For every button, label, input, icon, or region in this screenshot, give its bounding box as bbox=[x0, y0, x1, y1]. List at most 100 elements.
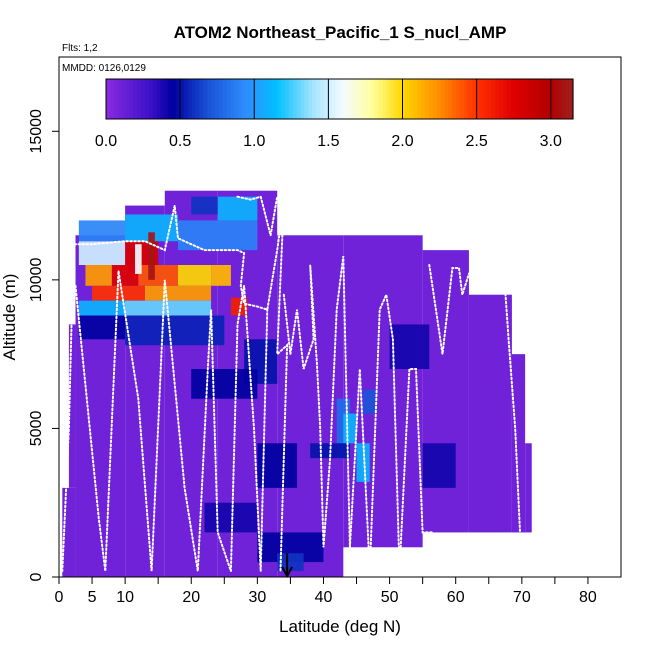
colorbar-swatch bbox=[168, 79, 173, 119]
flight-track-segment bbox=[74, 270, 269, 572]
y-axis-title: Altitude (m) bbox=[0, 274, 19, 361]
colorbar-swatch bbox=[374, 79, 380, 119]
colorbar-swatch bbox=[382, 79, 387, 119]
colorbar-swatch bbox=[467, 79, 473, 119]
y-tick-label: 0 bbox=[28, 572, 45, 581]
heatmap-cell bbox=[277, 553, 304, 572]
colorbar-swatch bbox=[421, 79, 426, 119]
colorbar-swatch bbox=[253, 79, 259, 119]
colorbar-swatch bbox=[300, 79, 306, 119]
colorbar-swatch bbox=[106, 79, 111, 119]
heatmap-cell bbox=[422, 443, 456, 488]
heatmap-cell bbox=[178, 265, 212, 286]
colorbar-swatch bbox=[133, 79, 138, 119]
colorbar-tick-label: 2.0 bbox=[391, 133, 413, 150]
colorbar-swatch bbox=[144, 79, 150, 119]
colorbar-swatch bbox=[534, 79, 539, 119]
colorbar-swatch bbox=[156, 79, 162, 119]
heatmap-cell bbox=[78, 300, 126, 316]
x-tick-label: 20 bbox=[182, 589, 200, 606]
x-tick-label: 5 bbox=[88, 589, 97, 606]
colorbar-swatch bbox=[510, 79, 516, 119]
colorbar-swatch bbox=[234, 79, 239, 119]
x-tick-label: 40 bbox=[315, 589, 333, 606]
heatmap-base-cell bbox=[68, 324, 76, 488]
colorbar-swatch bbox=[530, 79, 535, 119]
colorbar-swatch bbox=[207, 79, 212, 119]
colorbar-swatch bbox=[526, 79, 531, 119]
colorbar-tick-label: 0.0 bbox=[95, 133, 117, 150]
colorbar-swatch bbox=[425, 79, 430, 119]
colorbar-swatch bbox=[514, 79, 520, 119]
heatmap-cell bbox=[78, 315, 126, 340]
x-tick-label: 30 bbox=[248, 589, 266, 606]
colorbar-swatch bbox=[479, 79, 485, 119]
heatmap-cell bbox=[111, 265, 139, 286]
colorbar-swatch bbox=[397, 79, 403, 119]
heatmap-cell bbox=[148, 232, 155, 280]
flight-track-segment bbox=[236, 195, 279, 236]
colorbar-swatch bbox=[370, 79, 376, 119]
colorbar-swatch bbox=[277, 79, 282, 119]
colorbar-swatch bbox=[238, 79, 243, 119]
colorbar-swatch bbox=[125, 79, 130, 119]
colorbar-swatch bbox=[362, 79, 368, 119]
colorbar-swatch bbox=[390, 79, 395, 119]
flights-note: Flts: 1,2 bbox=[62, 43, 98, 54]
colorbar-swatch bbox=[183, 79, 189, 119]
colorbar-swatch bbox=[440, 79, 446, 119]
chart-title: ATOM2 Northeast_Pacific_1 S_nucl_AMP bbox=[174, 23, 507, 42]
colorbar-swatch bbox=[148, 79, 154, 119]
colorbar-swatch bbox=[292, 79, 298, 119]
heatmap-cell bbox=[191, 369, 258, 399]
colorbar-swatch bbox=[296, 79, 302, 119]
colorbar-swatch bbox=[549, 79, 555, 119]
colorbar-swatch bbox=[569, 79, 574, 119]
colorbar-swatch bbox=[355, 79, 360, 119]
colorbar-swatch bbox=[113, 79, 119, 119]
colorbar-swatch bbox=[323, 79, 329, 119]
colorbar-swatch bbox=[386, 79, 391, 119]
x-tick-label: 70 bbox=[513, 589, 531, 606]
colorbar-tick-label: 1.0 bbox=[243, 133, 265, 150]
colorbar-swatch bbox=[495, 79, 500, 119]
colorbar-swatch bbox=[432, 79, 438, 119]
colorbar-swatch bbox=[464, 79, 469, 119]
heatmap-cell bbox=[211, 265, 231, 286]
colorbar-swatch bbox=[487, 79, 492, 119]
colorbar-swatch bbox=[506, 79, 512, 119]
heatmap-base-cell bbox=[468, 294, 512, 533]
flight-track bbox=[61, 195, 523, 573]
colorbar-swatch bbox=[444, 79, 450, 119]
colorbar-swatch bbox=[179, 79, 185, 119]
colorbar-swatch bbox=[320, 79, 325, 119]
colorbar-swatch bbox=[522, 79, 527, 119]
colorbar-swatch bbox=[409, 79, 415, 119]
colorbar-swatch bbox=[195, 79, 200, 119]
colorbar-swatch bbox=[273, 79, 278, 119]
colorbar-swatch bbox=[475, 79, 481, 119]
flight-track-segment bbox=[428, 242, 523, 573]
x-axis-title: Latitude (deg N) bbox=[279, 617, 401, 636]
heatmap-cell bbox=[204, 502, 258, 533]
colorbar-swatch bbox=[378, 79, 383, 119]
colorbar-swatch bbox=[191, 79, 197, 119]
colorbar-swatch bbox=[557, 79, 562, 119]
heatmap-cell bbox=[178, 220, 258, 251]
colorbar-swatch bbox=[285, 79, 290, 119]
heatmap-base-cell bbox=[511, 354, 526, 533]
y-tick-label: 10000 bbox=[28, 258, 45, 303]
heatmap-cell bbox=[217, 196, 258, 221]
colorbar-swatch bbox=[491, 79, 496, 119]
colorbar-swatch bbox=[269, 79, 274, 119]
colorbar-swatch bbox=[436, 79, 442, 119]
colorbar-swatch bbox=[413, 79, 418, 119]
colorbar-swatch bbox=[545, 79, 551, 119]
y-tick-label: 15000 bbox=[28, 109, 45, 154]
dates-note: MMDD: 0126,0129 bbox=[62, 63, 146, 74]
colorbar-tick-label: 2.5 bbox=[466, 133, 488, 150]
colorbar-swatch bbox=[417, 79, 422, 119]
colorbar-swatch bbox=[203, 79, 208, 119]
colorbar-swatch bbox=[565, 79, 570, 119]
colorbar-swatch bbox=[308, 79, 313, 119]
